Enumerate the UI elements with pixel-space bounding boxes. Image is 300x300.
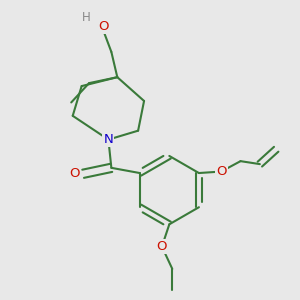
Text: H: H <box>82 11 91 24</box>
Text: N: N <box>103 133 113 146</box>
Text: O: O <box>216 165 226 178</box>
Text: O: O <box>157 240 167 253</box>
Text: O: O <box>99 20 109 33</box>
Text: O: O <box>69 167 80 180</box>
